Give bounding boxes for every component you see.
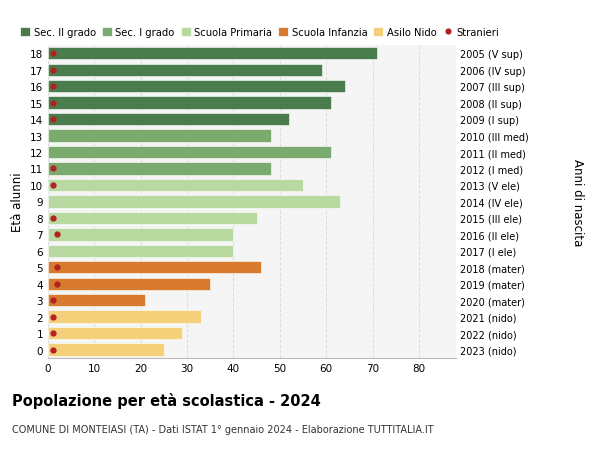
Y-axis label: Età alunni: Età alunni: [11, 172, 25, 232]
Bar: [48, 114, 289, 126]
Bar: [48, 344, 164, 356]
Bar: [48, 311, 201, 323]
Bar: [48, 130, 271, 142]
Bar: [48, 179, 303, 192]
Bar: [48, 262, 261, 274]
Y-axis label: Anni di nascita: Anni di nascita: [571, 158, 584, 246]
Text: Popolazione per età scolastica - 2024: Popolazione per età scolastica - 2024: [12, 392, 321, 409]
Text: COMUNE DI MONTEIASI (TA) - Dati ISTAT 1° gennaio 2024 - Elaborazione TUTTITALIA.: COMUNE DI MONTEIASI (TA) - Dati ISTAT 1°…: [12, 425, 434, 435]
Bar: [48, 294, 145, 307]
Bar: [48, 229, 233, 241]
Bar: [48, 327, 182, 340]
Bar: [48, 48, 377, 60]
Bar: [48, 97, 331, 110]
Bar: [48, 212, 257, 224]
Bar: [48, 278, 210, 290]
Bar: [48, 163, 271, 175]
Bar: [48, 146, 331, 159]
Bar: [48, 81, 345, 93]
Bar: [48, 64, 322, 77]
Bar: [48, 245, 233, 257]
Bar: [48, 196, 340, 208]
Legend: Sec. II grado, Sec. I grado, Scuola Primaria, Scuola Infanzia, Asilo Nido, Stran: Sec. II grado, Sec. I grado, Scuola Prim…: [20, 28, 499, 38]
